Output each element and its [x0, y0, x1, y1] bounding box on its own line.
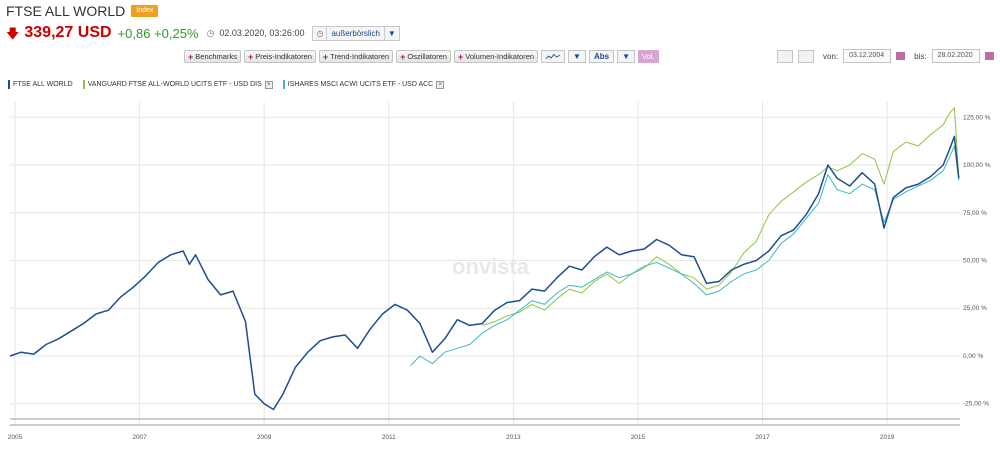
legend-label: FTSE ALL WORLD: [13, 81, 73, 88]
y-axis: -25,00 % 0,00 % 25,00 % 50,00 % 75,00 % 100,0…: [963, 114, 991, 407]
instrument-name: FTSE ALL WORLD: [6, 3, 126, 19]
index-badge: Index: [131, 5, 159, 17]
y-tick-label: 75,00 %: [963, 210, 987, 217]
price-indicators-button[interactable]: + Preis-Indikatoren: [243, 50, 316, 63]
y-tick-label: 25,00 %: [963, 305, 987, 312]
print-icon[interactable]: [777, 49, 793, 63]
x-tick-label: 2019: [880, 434, 895, 441]
calendar-icon[interactable]: [984, 52, 994, 60]
plus-icon: +: [188, 51, 194, 62]
y-tick-label: 100,00 %: [963, 162, 991, 169]
from-date-input[interactable]: 03.12.2004: [843, 49, 892, 63]
x-tick-label: 2013: [506, 434, 521, 441]
x-tick-label: 2005: [8, 434, 23, 441]
remove-series-button[interactable]: ×: [264, 80, 273, 89]
date-range: von: 03.12.2004 bis: 28.02.2020: [777, 49, 994, 63]
clock-icon: ◷: [313, 26, 328, 40]
oscillators-label: Oszillatoren: [407, 52, 447, 61]
y-tick-label: -25,00 %: [963, 401, 989, 408]
y-tick-label: 0,00 %: [963, 353, 983, 360]
chart-type-button[interactable]: [541, 50, 566, 63]
x-tick-label: 2009: [257, 434, 272, 441]
calendar-icon[interactable]: [896, 52, 906, 60]
legend-swatch: [8, 80, 10, 89]
y-tick-label: 125,00 %: [963, 114, 991, 121]
y-tick-label: 50,00 %: [963, 258, 987, 265]
chevron-down-icon: ▼: [622, 52, 631, 61]
clock-icon: ◷: [206, 27, 215, 38]
to-date-input[interactable]: 28.02.2020: [931, 49, 980, 63]
legend-swatch: [282, 80, 285, 89]
x-axis: 2005 2007 2009 2011 2013 2015 2017 2019: [8, 434, 895, 441]
line-chart[interactable]: onvista -25,00 % 0,00 % 25,00 % 50,00 % 75,0…: [0, 96, 1000, 449]
legend-label: ISHARES MSCI ACWI UCITS ETF - USD ACC: [287, 81, 434, 88]
quote-timestamp: 02.03.2020, 03:26:00: [219, 28, 305, 38]
scale-dropdown[interactable]: ▼: [617, 50, 636, 63]
legend-label: VANGUARD FTSE ALL-WORLD UCITS ETF - USD …: [87, 81, 262, 88]
plus-icon: +: [247, 51, 254, 62]
volume-toggle[interactable]: Vol.: [638, 50, 659, 63]
last-price: 339,27 USD: [24, 24, 112, 41]
legend-item-vanguard: VANGUARD FTSE ALL-WORLD UCITS ETF - USD …: [82, 80, 273, 89]
price-change: +0,86 +0,25%: [117, 25, 199, 41]
x-tick-label: 2015: [631, 434, 646, 441]
chevron-down-icon: ▼: [383, 26, 399, 40]
line-chart-icon: [546, 53, 561, 59]
x-tick-label: 2017: [755, 434, 770, 441]
trend-indicators-button[interactable]: + Trend-Indikatoren: [318, 50, 394, 63]
plus-icon: +: [322, 51, 329, 62]
chevron-down-icon: ▼: [573, 52, 581, 61]
plus-icon: +: [457, 51, 464, 62]
remove-series-button[interactable]: ×: [436, 80, 445, 89]
legend-item-ftse: FTSE ALL WORLD: [8, 80, 73, 89]
chart-toolbar: + Benchmarks + Preis-Indikatoren + Trend-In…: [184, 50, 659, 63]
series-line-vanguard[interactable]: [482, 107, 960, 326]
price-indicators-label: Preis-Indikatoren: [255, 52, 312, 61]
scale-button[interactable]: Abs: [588, 50, 615, 63]
benchmarks-label: Benchmarks: [195, 52, 237, 61]
arrow-down-icon: 🡇: [6, 25, 20, 41]
series-line-ishares[interactable]: [410, 145, 960, 366]
series-line-ftse[interactable]: [9, 135, 960, 411]
instrument-title: FTSE ALL WORLD Index: [6, 3, 159, 19]
to-label: bis:: [914, 51, 927, 61]
benchmarks-button[interactable]: + Benchmarks: [184, 50, 241, 63]
market-select-label: außerbörslich: [331, 28, 380, 38]
watermark: onvista: [452, 254, 530, 279]
legend-item-ishares: ISHARES MSCI ACWI UCITS ETF - USD ACC ×: [282, 80, 445, 89]
chart-type-dropdown[interactable]: ▼: [568, 50, 586, 63]
scale-label: Abs: [593, 52, 610, 61]
trend-indicators-label: Trend-Indikatoren: [330, 52, 390, 61]
volume-indicators-button[interactable]: + Volumen-Indikatoren: [453, 50, 539, 63]
x-tick-label: 2011: [382, 434, 396, 441]
volume-indicators-label: Volumen-Indikatoren: [465, 52, 535, 61]
series-group: [9, 107, 960, 411]
grid: [10, 102, 960, 426]
from-label: von:: [823, 51, 839, 61]
draw-icon[interactable]: [798, 49, 814, 63]
x-tick-label: 2007: [132, 434, 147, 441]
oscillators-button[interactable]: + Oszillatoren: [396, 50, 451, 63]
quote-line: 🡇 339,27 USD +0,86 +0,25% ◷ 02.03.2020, …: [6, 24, 400, 42]
legend-swatch: [82, 80, 85, 89]
market-select[interactable]: ◷ außerbörslich ▼: [312, 25, 400, 41]
plus-icon: +: [400, 51, 406, 62]
volume-label: Vol.: [642, 52, 655, 61]
chart-legend: FTSE ALL WORLD VANGUARD FTSE ALL-WORLD U…: [8, 80, 445, 89]
